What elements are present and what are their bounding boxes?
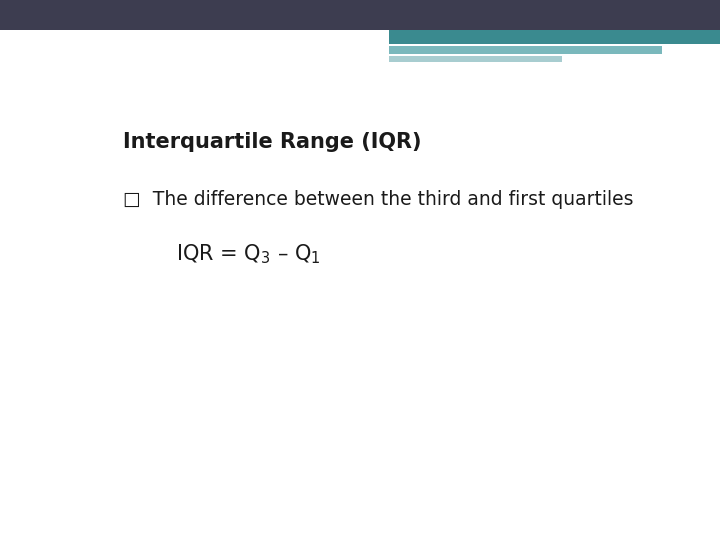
Text: □  The difference between the third and first quartiles: □ The difference between the third and f… bbox=[124, 191, 634, 210]
Text: IQR = Q$_{3}$ – Q$_{1}$: IQR = Q$_{3}$ – Q$_{1}$ bbox=[176, 242, 321, 266]
Text: Interquartile Range (IQR): Interquartile Range (IQR) bbox=[124, 132, 422, 152]
